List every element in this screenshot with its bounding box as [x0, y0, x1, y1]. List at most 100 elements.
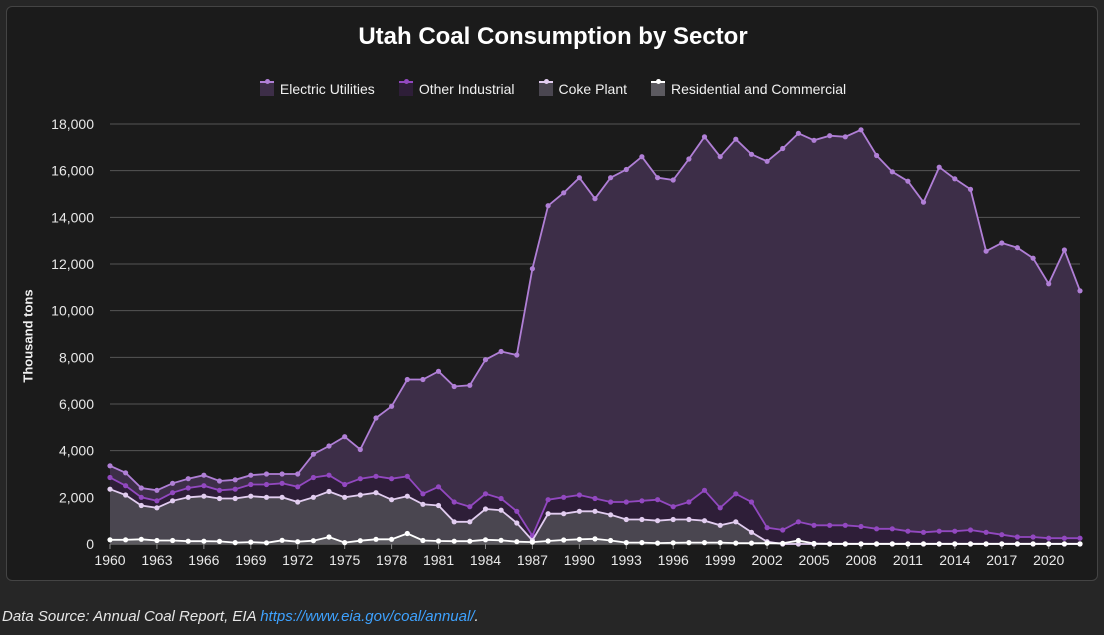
point-coke-plant-1967[interactable]: [216, 495, 223, 502]
point-residential-and-commercial-1961[interactable]: [123, 537, 129, 543]
point-electric-utilities-1967[interactable]: [216, 478, 223, 484]
point-other-industrial-2014[interactable]: [952, 528, 958, 534]
point-residential-and-commercial-2012[interactable]: [920, 541, 927, 547]
point-electric-utilities-1970[interactable]: [263, 471, 270, 477]
point-electric-utilities-2004[interactable]: [795, 130, 802, 136]
point-electric-utilities-2009[interactable]: [874, 152, 880, 159]
point-residential-and-commercial-1991[interactable]: [592, 536, 598, 542]
point-electric-utilities-1960[interactable]: [107, 463, 113, 469]
point-other-industrial-1976[interactable]: [357, 476, 363, 482]
point-residential-and-commercial-1974[interactable]: [326, 534, 332, 540]
point-coke-plant-1962[interactable]: [138, 502, 144, 509]
point-other-industrial-1985[interactable]: [498, 495, 504, 502]
point-electric-utilities-2006[interactable]: [827, 133, 833, 139]
point-electric-utilities-2003[interactable]: [780, 145, 786, 152]
point-other-industrial-2022[interactable]: [1077, 535, 1083, 541]
point-coke-plant-1972[interactable]: [295, 499, 301, 505]
point-electric-utilities-2019[interactable]: [1030, 255, 1036, 261]
point-residential-and-commercial-2011[interactable]: [905, 541, 911, 547]
point-residential-and-commercial-2016[interactable]: [983, 541, 989, 547]
point-coke-plant-1985[interactable]: [498, 507, 504, 513]
point-coke-plant-1995[interactable]: [655, 518, 661, 524]
point-residential-and-commercial-1987[interactable]: [529, 539, 536, 545]
point-other-industrial-1968[interactable]: [232, 486, 238, 492]
point-other-industrial-2018[interactable]: [1014, 534, 1021, 540]
point-residential-and-commercial-2004[interactable]: [795, 537, 802, 544]
point-electric-utilities-1985[interactable]: [498, 348, 504, 355]
point-residential-and-commercial-1965[interactable]: [185, 538, 191, 544]
point-other-industrial-1967[interactable]: [216, 487, 223, 493]
point-coke-plant-1990[interactable]: [576, 508, 583, 514]
point-residential-and-commercial-2019[interactable]: [1030, 541, 1036, 547]
point-other-industrial-1964[interactable]: [170, 490, 176, 496]
point-electric-utilities-1976[interactable]: [357, 446, 363, 453]
point-residential-and-commercial-1978[interactable]: [389, 536, 395, 542]
point-residential-and-commercial-1995[interactable]: [655, 540, 661, 546]
point-other-industrial-2002[interactable]: [764, 525, 770, 531]
point-residential-and-commercial-1966[interactable]: [201, 538, 207, 544]
point-coke-plant-1978[interactable]: [389, 497, 395, 503]
point-other-industrial-1983[interactable]: [467, 504, 473, 510]
point-electric-utilities-2012[interactable]: [920, 199, 927, 205]
point-electric-utilities-1992[interactable]: [608, 175, 614, 181]
point-other-industrial-2007[interactable]: [842, 522, 848, 528]
point-electric-utilities-1963[interactable]: [154, 487, 160, 493]
point-residential-and-commercial-1972[interactable]: [295, 539, 301, 545]
point-residential-and-commercial-2013[interactable]: [936, 541, 942, 547]
point-coke-plant-1976[interactable]: [357, 492, 363, 498]
point-electric-utilities-1988[interactable]: [545, 203, 551, 209]
point-other-industrial-1998[interactable]: [701, 487, 708, 493]
point-other-industrial-1970[interactable]: [263, 481, 270, 488]
point-other-industrial-2012[interactable]: [920, 529, 927, 535]
point-coke-plant-1960[interactable]: [107, 486, 113, 492]
point-other-industrial-1994[interactable]: [639, 498, 645, 504]
point-residential-and-commercial-1962[interactable]: [138, 536, 144, 542]
point-electric-utilities-1978[interactable]: [389, 403, 395, 409]
point-residential-and-commercial-2007[interactable]: [842, 541, 848, 547]
point-residential-and-commercial-1960[interactable]: [107, 537, 113, 543]
point-residential-and-commercial-1977[interactable]: [373, 536, 379, 542]
point-electric-utilities-2015[interactable]: [967, 186, 974, 192]
point-other-industrial-1977[interactable]: [373, 473, 379, 479]
point-coke-plant-1961[interactable]: [123, 492, 129, 498]
point-residential-and-commercial-1980[interactable]: [420, 537, 426, 544]
point-residential-and-commercial-2015[interactable]: [967, 541, 974, 547]
point-residential-and-commercial-2000[interactable]: [733, 540, 739, 546]
point-other-industrial-1981[interactable]: [435, 484, 442, 490]
point-residential-and-commercial-1994[interactable]: [639, 540, 645, 546]
point-other-industrial-1996[interactable]: [670, 504, 676, 510]
point-coke-plant-1984[interactable]: [482, 506, 489, 512]
point-electric-utilities-1972[interactable]: [295, 471, 301, 477]
point-electric-utilities-2005[interactable]: [811, 137, 817, 143]
point-residential-and-commercial-2002[interactable]: [764, 540, 770, 546]
point-other-industrial-1997[interactable]: [686, 499, 692, 505]
point-residential-and-commercial-2018[interactable]: [1014, 541, 1021, 547]
point-coke-plant-2001[interactable]: [748, 529, 755, 535]
point-residential-and-commercial-1992[interactable]: [608, 537, 614, 544]
point-residential-and-commercial-1967[interactable]: [216, 538, 223, 545]
point-coke-plant-1965[interactable]: [185, 494, 191, 500]
point-electric-utilities-2008[interactable]: [858, 127, 864, 133]
point-coke-plant-1994[interactable]: [639, 516, 645, 523]
point-electric-utilities-1975[interactable]: [342, 434, 348, 440]
point-electric-utilities-1986[interactable]: [514, 352, 520, 358]
point-other-industrial-1992[interactable]: [608, 499, 614, 505]
point-other-industrial-2020[interactable]: [1046, 535, 1052, 541]
point-residential-and-commercial-2006[interactable]: [827, 541, 833, 547]
data-source-link[interactable]: https://www.eia.gov/coal/annual/: [260, 608, 475, 625]
point-electric-utilities-1979[interactable]: [404, 376, 410, 383]
point-electric-utilities-2013[interactable]: [936, 164, 942, 170]
point-coke-plant-1974[interactable]: [326, 488, 332, 495]
point-residential-and-commercial-2014[interactable]: [952, 541, 958, 547]
point-other-industrial-2016[interactable]: [983, 529, 989, 535]
point-residential-and-commercial-1989[interactable]: [561, 537, 567, 543]
point-residential-and-commercial-1963[interactable]: [154, 537, 160, 544]
point-electric-utilities-1996[interactable]: [670, 177, 676, 183]
point-other-industrial-1965[interactable]: [185, 485, 191, 491]
point-other-industrial-2003[interactable]: [780, 527, 786, 533]
point-electric-utilities-1987[interactable]: [529, 266, 536, 272]
point-electric-utilities-1980[interactable]: [420, 376, 426, 383]
point-electric-utilities-1971[interactable]: [279, 471, 285, 477]
point-residential-and-commercial-1985[interactable]: [498, 537, 504, 543]
point-residential-and-commercial-1970[interactable]: [263, 540, 270, 546]
